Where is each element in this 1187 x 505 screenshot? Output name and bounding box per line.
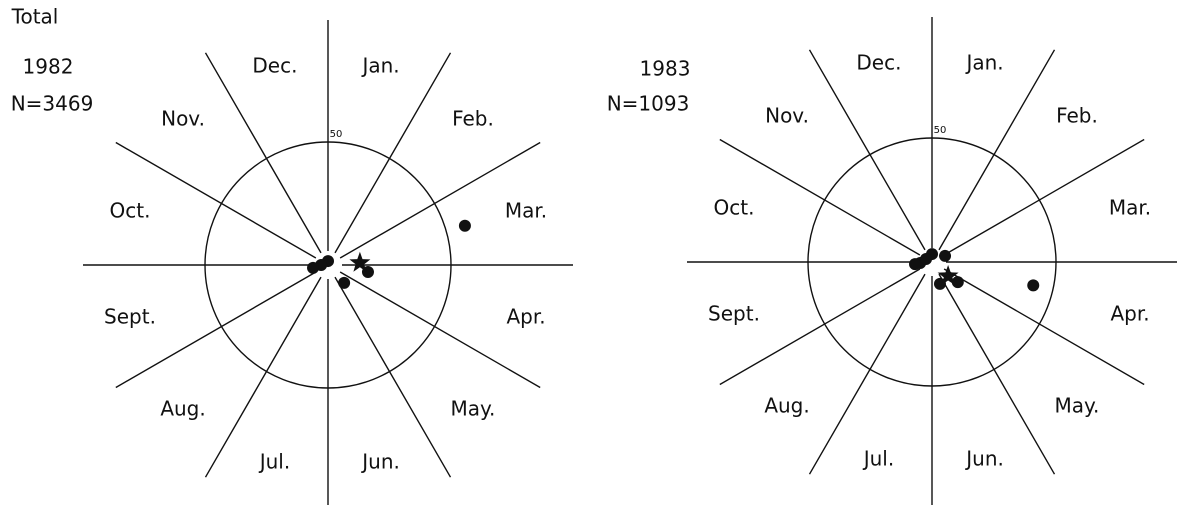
spoke (334, 276, 452, 478)
data-point (939, 249, 952, 262)
spoke (339, 271, 541, 389)
month-label: Dec. (856, 50, 901, 74)
spoke (204, 276, 322, 478)
month-label: Nov. (161, 107, 205, 131)
spoke (719, 138, 921, 256)
data-point (307, 261, 320, 274)
month-label: May. (1055, 393, 1100, 417)
month-label: Aug. (764, 393, 809, 417)
month-label: Apr. (1110, 302, 1149, 326)
month-label: Sept. (708, 302, 760, 326)
spoke (115, 141, 317, 259)
chart-subtitle: 1982 (23, 55, 74, 79)
month-label: Nov. (765, 104, 809, 128)
month-label: Aug. (160, 396, 205, 420)
spoke (339, 141, 541, 259)
radius-label: 50 (934, 125, 947, 136)
spoke (943, 268, 1145, 386)
radius-label: 50 (330, 129, 343, 140)
month-label: Feb. (452, 107, 494, 131)
month-label: Jun. (964, 447, 1004, 471)
spoke (808, 273, 926, 475)
spoke (115, 271, 317, 389)
month-label: Mar. (505, 198, 547, 222)
month-label: Mar. (1109, 195, 1151, 219)
month-label: May. (451, 396, 496, 420)
mean-star (349, 251, 371, 272)
month-label: Dec. (252, 53, 297, 77)
month-label: Oct. (110, 198, 151, 222)
month-label: Feb. (1056, 104, 1098, 128)
chart-subtitle: 1983 (640, 57, 691, 81)
month-label: Sept. (104, 305, 156, 329)
annotation: N=3469 (11, 92, 94, 116)
data-point (458, 219, 471, 232)
month-label: Jan. (360, 53, 399, 77)
spoke (938, 49, 1056, 251)
annotation: N=1093 (607, 92, 690, 116)
spoke (204, 52, 322, 254)
radius-ring (204, 141, 452, 389)
mean-star (937, 265, 959, 285)
data-point (920, 252, 933, 265)
month-label: Apr. (506, 305, 545, 329)
month-label: Oct. (714, 195, 755, 219)
spoke (334, 52, 452, 254)
radius-ring (807, 137, 1057, 387)
data-point (338, 276, 351, 289)
month-label: Jul. (258, 450, 291, 474)
month-label: Jan. (964, 50, 1003, 74)
month-label: Jul. (862, 447, 895, 471)
data-point (1027, 279, 1040, 292)
spoke (938, 273, 1056, 475)
spoke (719, 268, 921, 386)
month-label: Jun. (360, 450, 400, 474)
spoke (943, 138, 1145, 256)
data-point (951, 276, 964, 289)
chart-title: Total (11, 5, 59, 29)
spoke (808, 49, 926, 251)
data-point (909, 258, 922, 271)
